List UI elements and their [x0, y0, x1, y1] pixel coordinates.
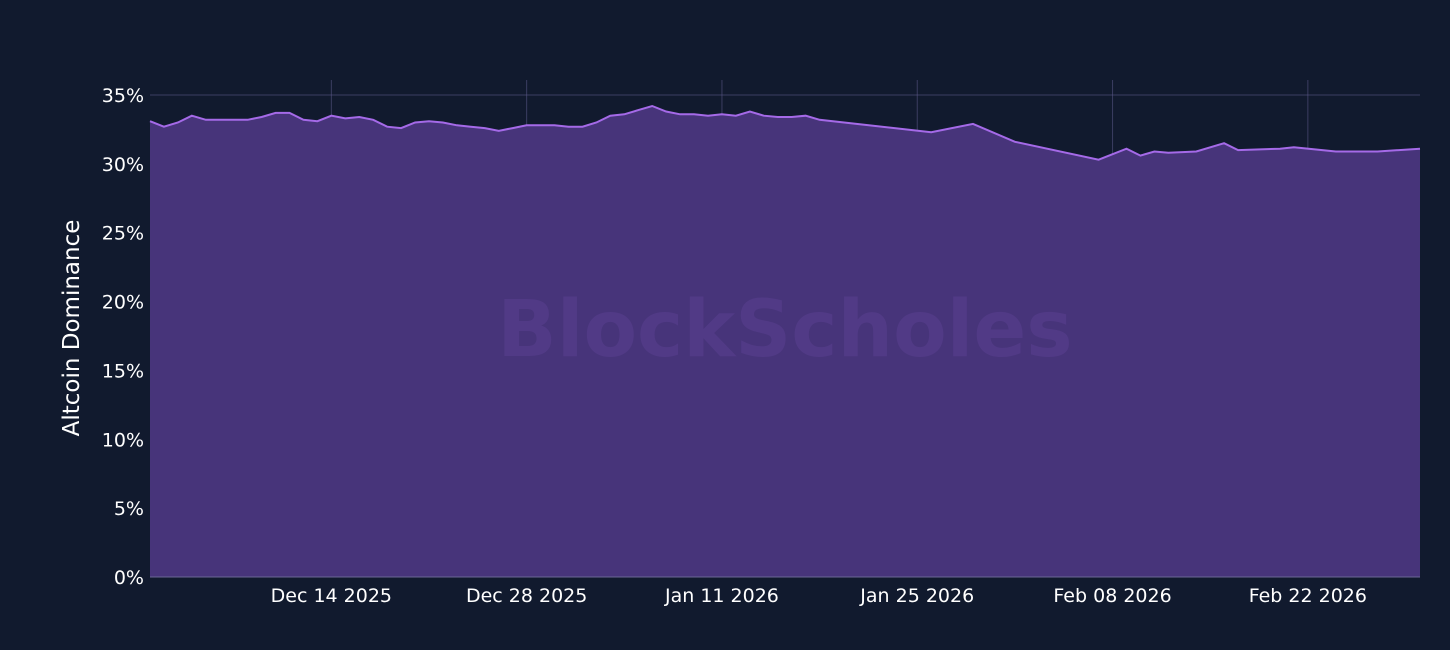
y-axis-title: Altcoin Dominance: [59, 220, 85, 437]
y-tick-label: 0%: [114, 567, 144, 589]
x-tick-label: Dec 28 2025: [466, 585, 587, 607]
series-line: [149, 104, 1421, 161]
watermark: BlockScholes: [497, 285, 1072, 375]
x-tick-label: Jan 11 2026: [664, 585, 779, 607]
x-tick-label: Jan 25 2026: [859, 585, 974, 607]
y-tick-label: 10%: [102, 429, 144, 451]
axis-layer: 0% 5% 10% 15% 20% 25% 30% 35% Dec 14 2025 Dec 28 …: [102, 85, 1420, 607]
y-tick-label: 20%: [102, 292, 144, 314]
x-tick-label: Feb 08 2026: [1053, 585, 1171, 607]
area-layer: [149, 104, 1421, 577]
area-fill: [150, 106, 1420, 577]
y-tick-label: 25%: [102, 223, 144, 245]
y-tick-label: 5%: [114, 498, 144, 520]
x-tick-label: Dec 14 2025: [271, 585, 392, 607]
y-tick-label: 15%: [102, 360, 144, 382]
x-tick-label: Feb 22 2026: [1249, 585, 1367, 607]
y-tick-label: 30%: [102, 154, 144, 176]
y-tick-label: 35%: [102, 85, 144, 107]
